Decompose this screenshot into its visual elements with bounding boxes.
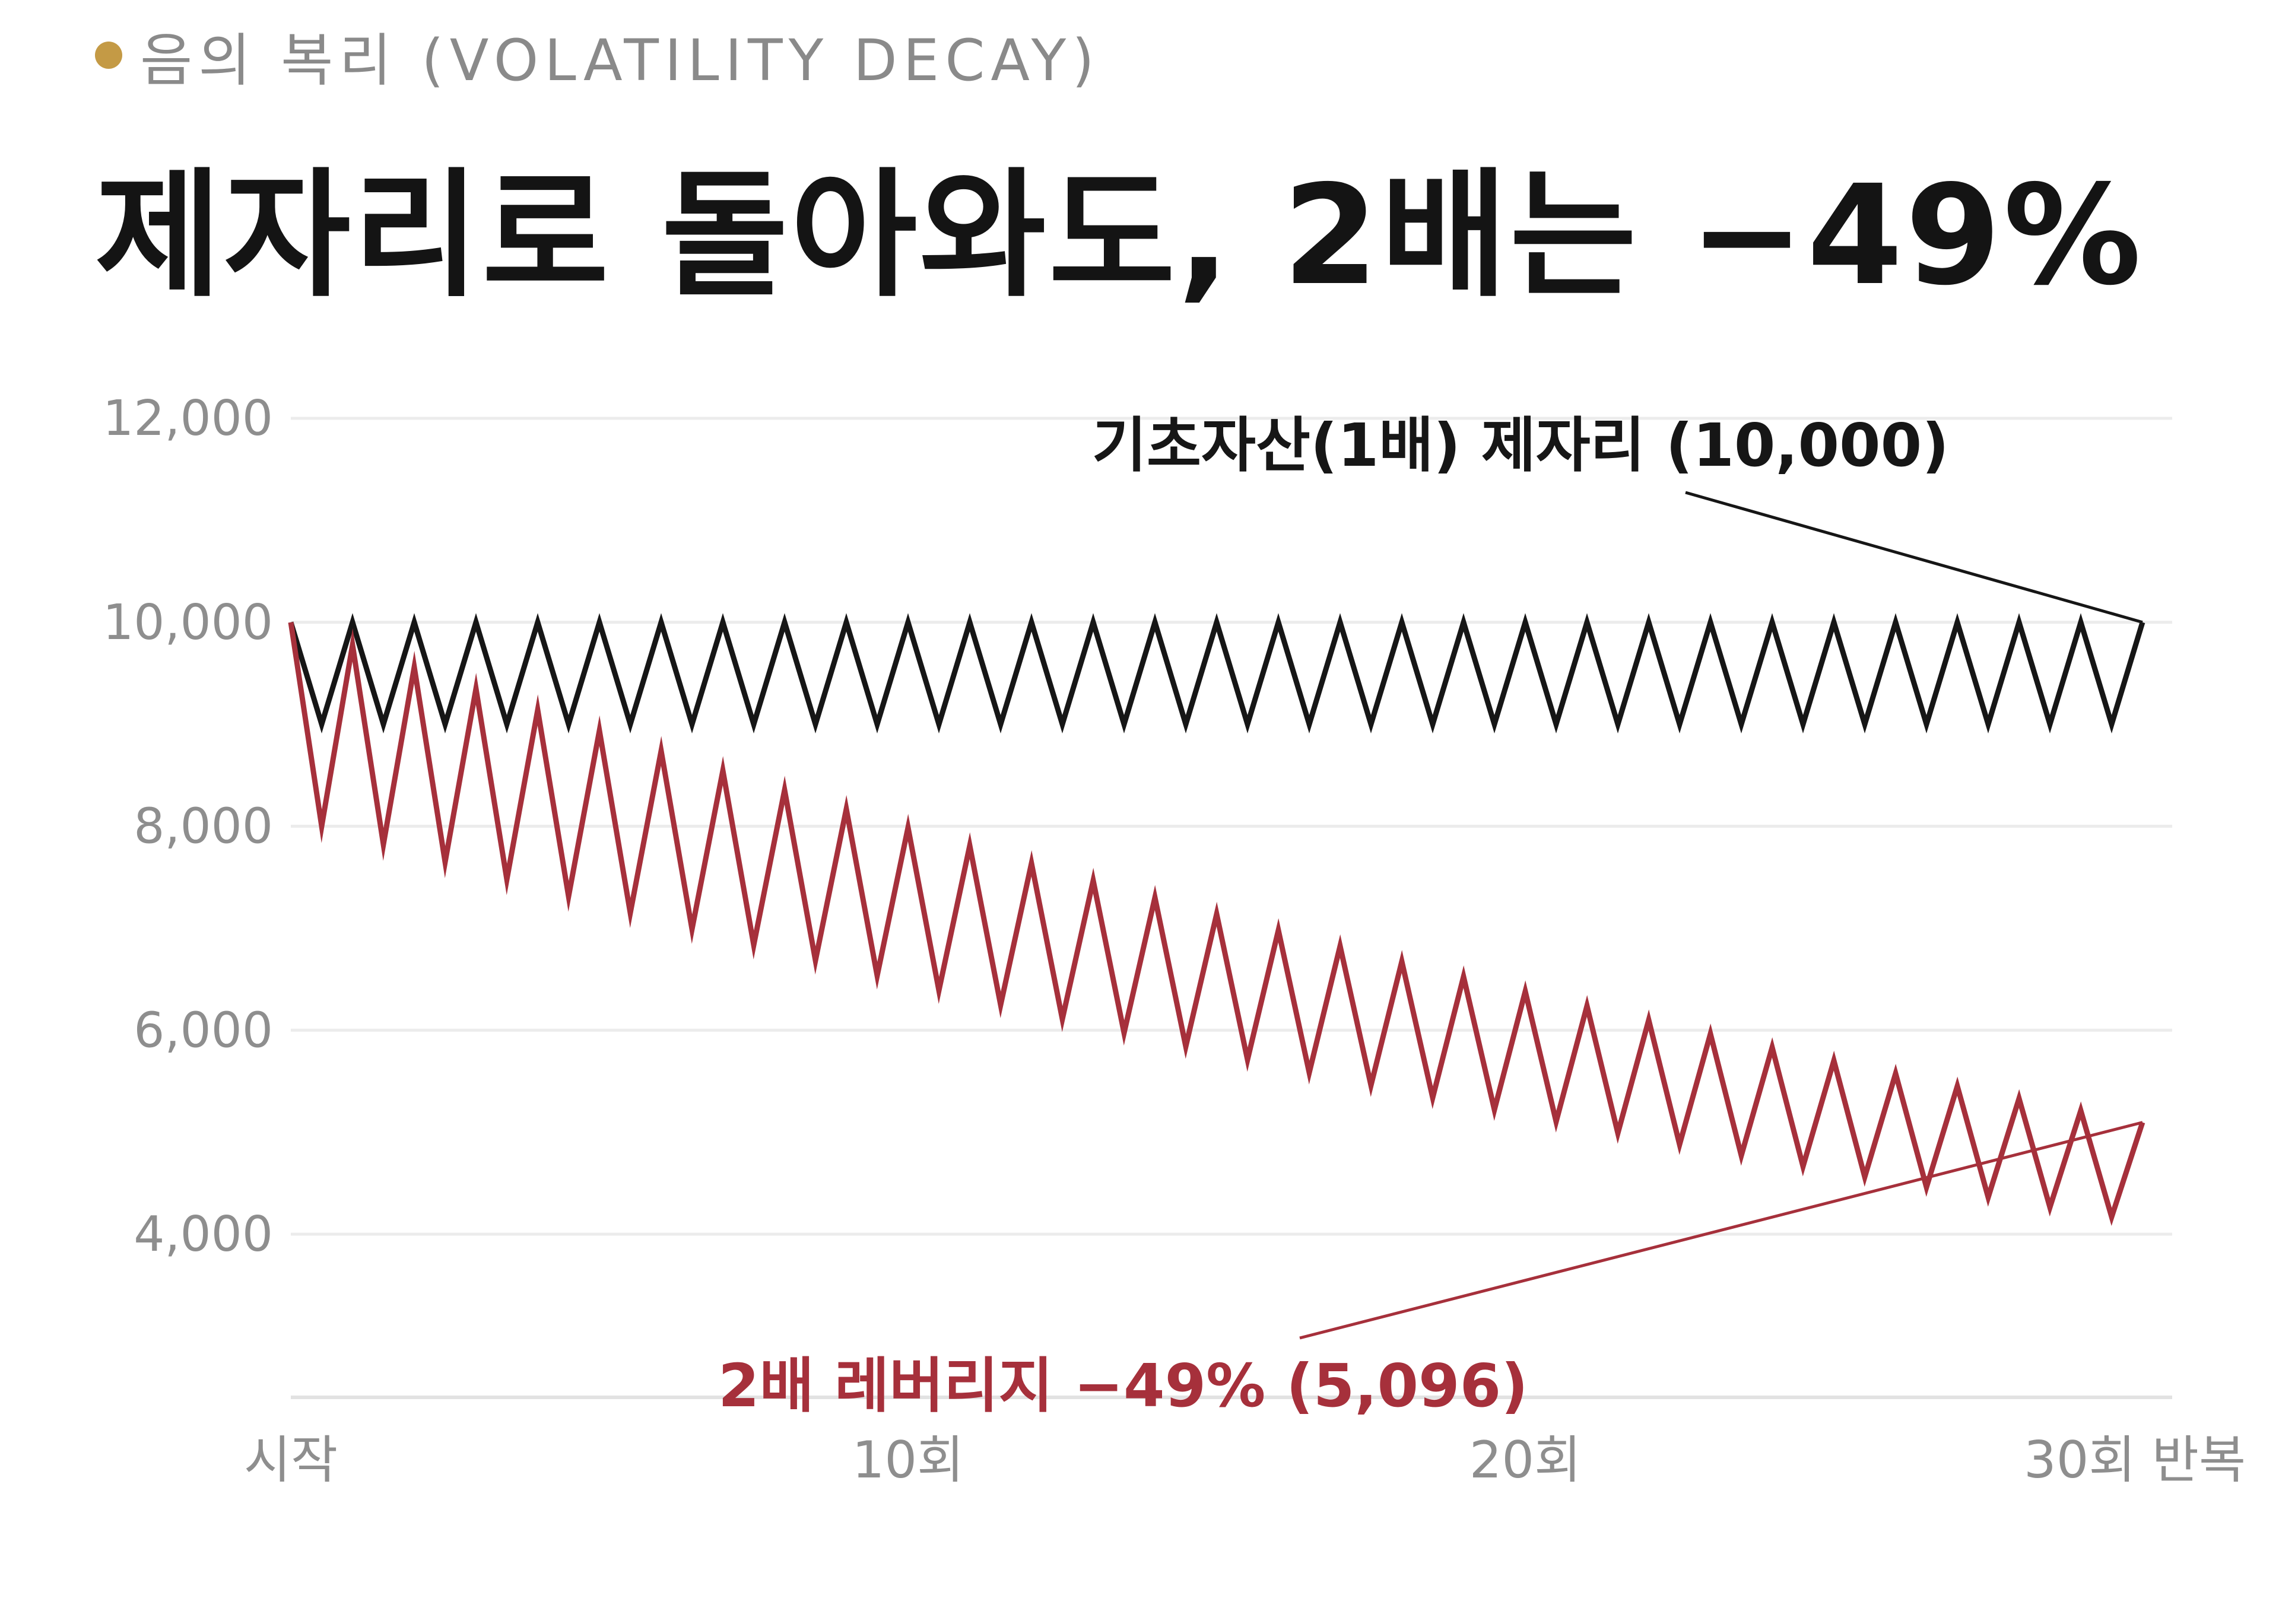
annotation-base: 기초자산(1배) 제자리 (10,000) bbox=[1092, 411, 1949, 480]
y-tick-label: 6,000 bbox=[134, 1002, 273, 1059]
annotations: 기초자산(1배) 제자리 (10,000) 2배 레버리지 −49% (5,096… bbox=[718, 411, 2143, 1420]
grid-lines bbox=[291, 417, 2172, 1399]
y-tick-label: 8,000 bbox=[134, 799, 273, 855]
series-line-leverage bbox=[288, 622, 2145, 1226]
y-axis-ticks: 12,000 10,000 8,000 6,000 4,000 bbox=[103, 390, 273, 1263]
annotation-leader-lev bbox=[1299, 1121, 2143, 1340]
y-tick-label: 10,000 bbox=[103, 595, 273, 651]
x-tick-label: 시작 bbox=[244, 1431, 338, 1490]
x-tick-label: 20회 bbox=[1469, 1431, 1582, 1490]
chart-title: 제자리로 돌아와도, 2배는 −49% bbox=[95, 155, 2144, 316]
series-line-base bbox=[288, 613, 2145, 734]
series-lines bbox=[288, 613, 2145, 1226]
accent-dot-icon bbox=[95, 42, 122, 69]
x-axis-ticks: 시작 10회 20회 30회 반복 bbox=[244, 1431, 2246, 1490]
annotation-leader-base bbox=[1685, 491, 2143, 624]
y-tick-label: 12,000 bbox=[103, 390, 273, 447]
x-tick-label: 10회 bbox=[852, 1431, 964, 1490]
annotation-lev: 2배 레버리지 −49% (5,096) bbox=[718, 1351, 1528, 1420]
x-tick-label: 30회 반복 bbox=[2024, 1431, 2246, 1490]
eyebrow-label: 음의 복리 (VOLATILITY DECAY) bbox=[140, 27, 1100, 94]
chart-header: 음의 복리 (VOLATILITY DECAY) 제자리로 돌아와도, 2배는 … bbox=[95, 11, 2172, 323]
eyebrow: 음의 복리 (VOLATILITY DECAY) bbox=[95, 11, 2172, 100]
y-tick-label: 4,000 bbox=[134, 1206, 273, 1263]
